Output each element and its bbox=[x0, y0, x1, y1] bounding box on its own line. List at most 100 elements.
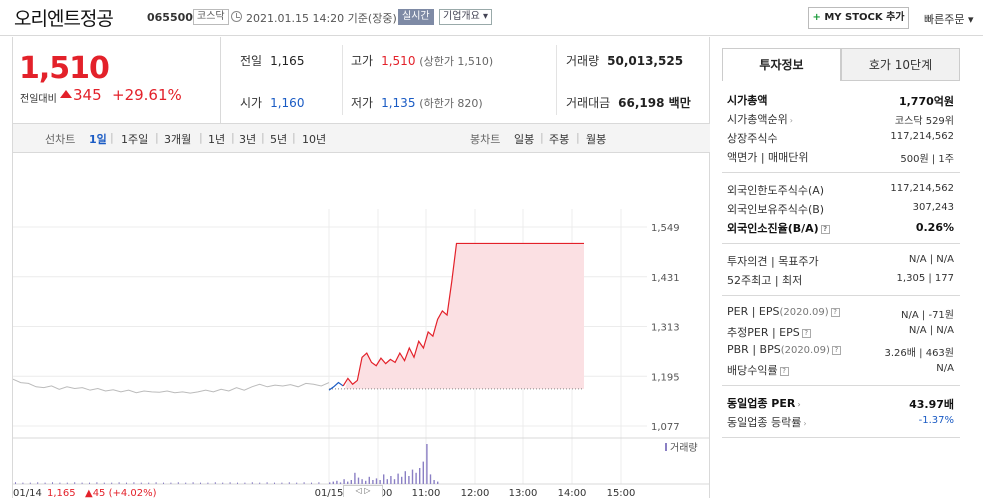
info-label: 동일업종 PER › bbox=[727, 397, 801, 410]
quote-summary: 전일 1,165 고가 1,510 (상한가 1,510) 거래량 50,013,52… bbox=[221, 37, 710, 123]
price-change-percent: +29.61% bbox=[112, 86, 182, 104]
volume-bar bbox=[426, 444, 428, 484]
volume-bar bbox=[386, 479, 388, 484]
volume-bar bbox=[419, 468, 421, 484]
chart-range-bar: 선차트 1일 | 1주일 | 3개월 | 1년 | 3년 | 5년 | 10년 … bbox=[13, 123, 710, 153]
volume-bar bbox=[336, 480, 338, 484]
info-group: PER | EPS(2020.09)? N/A | -71원 추정PER | EPS… bbox=[722, 296, 960, 386]
volume-bar bbox=[354, 472, 356, 484]
quick-order-menu[interactable]: 빠른주문 ▾ bbox=[924, 13, 974, 26]
prev-close: 전일 1,165 bbox=[240, 54, 305, 68]
info-row: 외국인한도주식수(A) 117,214,562 bbox=[727, 180, 954, 199]
volume-bar bbox=[118, 482, 120, 484]
volume-bar bbox=[133, 482, 135, 484]
info-row[interactable]: 동일업종 등락률 › -1.37% bbox=[727, 412, 954, 431]
price-change: 345 bbox=[73, 86, 102, 104]
range-1y[interactable]: 1년 bbox=[208, 133, 226, 146]
volume-bar bbox=[170, 482, 172, 484]
add-mystock-button[interactable]: + MY STOCK 추가 bbox=[808, 7, 909, 29]
volume-bar bbox=[422, 461, 424, 484]
info-row: 추정PER | EPS? N/A | N/A bbox=[727, 322, 954, 341]
candle-weekly[interactable]: 주봉 bbox=[549, 133, 570, 146]
volume-bar bbox=[390, 476, 392, 484]
volume-bar bbox=[318, 482, 320, 484]
info-label: 추정PER | EPS? bbox=[727, 324, 811, 340]
candle-monthly[interactable]: 월봉 bbox=[586, 133, 607, 146]
info-value: 0.26% bbox=[915, 221, 954, 234]
volume-bar bbox=[251, 482, 253, 484]
prev-day-date: 01/14 bbox=[13, 488, 42, 498]
volume-legend: 거래량 bbox=[670, 442, 698, 454]
range-1w[interactable]: 1주일 bbox=[121, 133, 149, 146]
help-icon[interactable]: ? bbox=[779, 367, 789, 376]
volume-bar bbox=[15, 482, 16, 484]
help-icon[interactable]: ? bbox=[801, 329, 811, 338]
volume-bar bbox=[59, 482, 61, 484]
volume-bar bbox=[81, 482, 83, 484]
y-tick-label: 1,549 bbox=[651, 223, 680, 234]
volume-bar bbox=[329, 482, 331, 484]
volume-bar bbox=[397, 473, 399, 484]
stock-header: 오리엔트정공 065500 코스닥 2021.01.15 14:20 기준(장중… bbox=[0, 0, 983, 36]
volume-bar bbox=[200, 482, 201, 484]
info-row[interactable]: 시가총액순위 › 코스닥 529위 bbox=[727, 109, 954, 128]
info-label: 시가총액 bbox=[727, 94, 768, 107]
volume-bar bbox=[185, 482, 187, 484]
tab-investment-info[interactable]: 투자정보 bbox=[722, 48, 841, 81]
info-row[interactable]: 동일업종 PER › 43.97배 bbox=[727, 393, 954, 412]
range-5y[interactable]: 5년 bbox=[270, 133, 288, 146]
investment-info-list: 시가총액 1,770억원 시가총액순위 › 코스닥 529위 상장주식수 117,214,5… bbox=[722, 81, 960, 438]
info-value: 307,243 bbox=[912, 202, 954, 213]
price-up-area bbox=[345, 243, 584, 389]
info-label: 외국인소진율(B/A)? bbox=[727, 220, 830, 236]
candle-daily[interactable]: 일봉 bbox=[514, 133, 535, 146]
help-icon[interactable]: ? bbox=[820, 225, 830, 234]
volume-bar bbox=[393, 479, 396, 484]
volume-bar bbox=[372, 480, 374, 484]
volume-bar bbox=[361, 479, 363, 484]
info-label-period: (2020.09) bbox=[779, 307, 829, 318]
volume-bar bbox=[66, 482, 68, 484]
volume-bar bbox=[311, 482, 312, 484]
volume-bar bbox=[404, 471, 406, 484]
chart-scroll-handle[interactable]: ◁ ▷ bbox=[343, 485, 383, 497]
volume-bar bbox=[375, 478, 378, 484]
current-price: 1,510 bbox=[19, 51, 110, 86]
intraday-price-chart[interactable]: 1,5491,4311,3131,1951,077거래량01/1510:0011… bbox=[13, 154, 710, 498]
info-row: 액면가 | 매매단위 500원 | 1주 bbox=[727, 147, 954, 166]
company-overview-dropdown[interactable]: 기업개요 ▾ bbox=[439, 9, 492, 25]
info-label: 외국인한도주식수(A) bbox=[727, 184, 825, 197]
plus-icon: + bbox=[812, 12, 821, 23]
volume-bar bbox=[111, 482, 113, 484]
help-icon[interactable]: ? bbox=[831, 346, 841, 355]
range-1d[interactable]: 1일 bbox=[89, 133, 107, 146]
info-row: 투자의견 | 목표주가 N/A | N/A bbox=[727, 251, 954, 270]
volume-bar bbox=[214, 482, 216, 484]
prev-day-change: ▲45 (+4.02%) bbox=[85, 488, 157, 498]
volume-legend-swatch bbox=[665, 443, 667, 451]
range-3y[interactable]: 3년 bbox=[239, 133, 257, 146]
help-icon[interactable]: ? bbox=[830, 308, 840, 317]
info-value: N/A bbox=[936, 363, 954, 374]
volume-bar bbox=[433, 480, 435, 484]
volume-bar bbox=[365, 480, 367, 484]
tab-orderbook-10[interactable]: 호가 10단계 bbox=[841, 48, 960, 81]
volume-bar bbox=[274, 482, 275, 484]
volume-bar bbox=[379, 480, 381, 484]
price-chart-panel: 1,510 전일대비 345 +29.61% 전일 1,165 고가 1,510 (… bbox=[12, 37, 710, 498]
info-label: 투자의견 | 목표주가 bbox=[727, 255, 819, 268]
high-price: 고가 1,510 (상한가 1,510) bbox=[351, 54, 494, 68]
quote-datetime: 2021.01.15 14:20 기준(장중) bbox=[246, 12, 397, 25]
change-label: 전일대비 bbox=[20, 94, 57, 105]
current-price-box: 1,510 전일대비 345 +29.61% bbox=[13, 37, 221, 123]
range-10y[interactable]: 10년 bbox=[302, 133, 327, 146]
range-3m[interactable]: 3개월 bbox=[164, 133, 192, 146]
candle-chart-label: 봉차트 bbox=[470, 133, 501, 146]
today-price-line-down bbox=[328, 381, 344, 391]
volume-bar bbox=[37, 482, 39, 484]
info-label: 동일업종 등락률 › bbox=[727, 416, 807, 429]
info-group: 외국인한도주식수(A) 117,214,562 외국인보유주식수(B) 307,243… bbox=[722, 173, 960, 244]
realtime-badge[interactable]: 실시간 bbox=[398, 9, 434, 25]
today-price-line-up bbox=[342, 242, 584, 387]
volume-bar bbox=[296, 482, 298, 484]
